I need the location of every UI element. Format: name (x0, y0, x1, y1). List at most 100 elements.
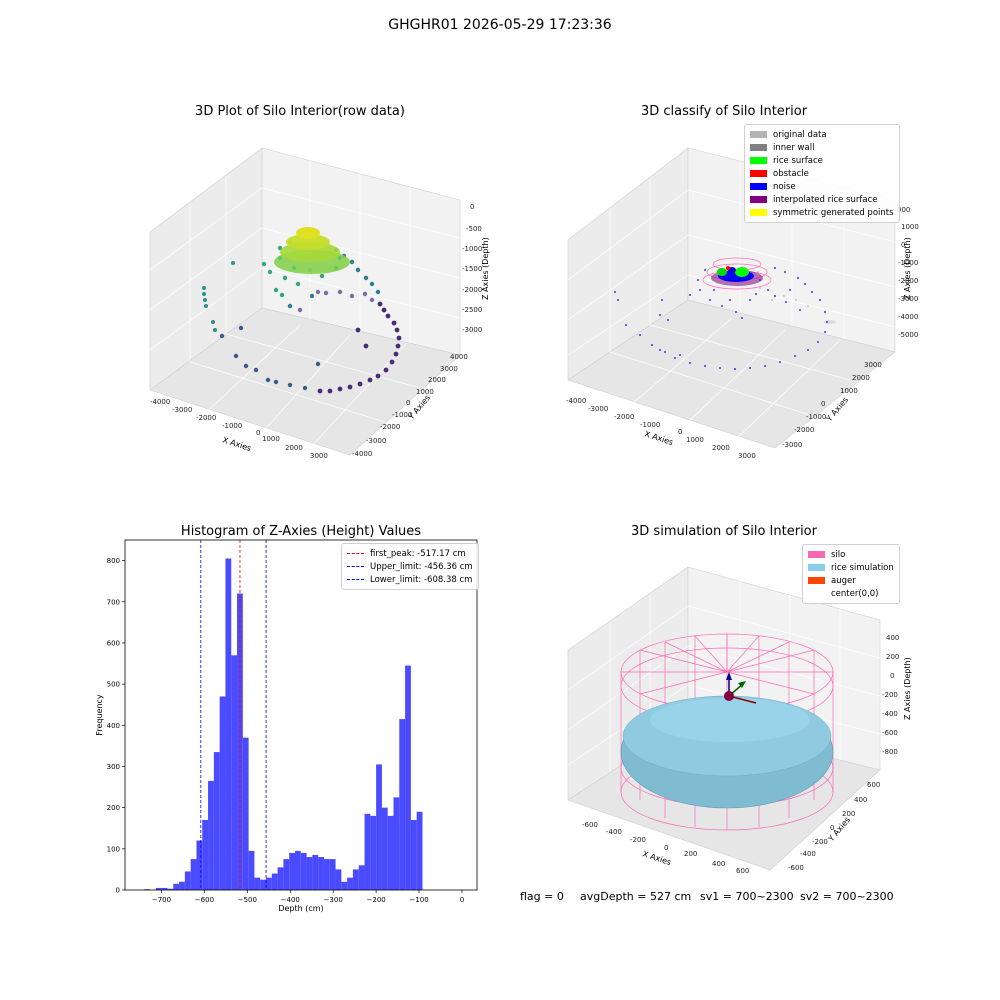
classify-legend: original data inner wall rice surface ob… (744, 124, 900, 223)
histogram-bar (410, 820, 417, 890)
x-tick: -400 (606, 828, 622, 836)
footer-avg-depth: avgDepth = 527 cm (580, 890, 692, 903)
z-tick: -500 (466, 225, 482, 233)
raw-3d-plot: 0 -500 -1000 -1500 -2000 -2500 -3000 Z A… (149, 147, 490, 460)
x-tick: 2000 (285, 444, 303, 452)
histogram-x-label: Depth (cm) (278, 904, 323, 913)
z-tick: 000 (897, 206, 910, 214)
legend-swatch (750, 131, 767, 138)
z-tick: -600 (882, 729, 898, 737)
legend-label: rice surface (773, 155, 823, 166)
x-tick-label: −600 (195, 896, 214, 904)
classify-3d-plot: 000 1000 0 -1000 -2000 -3000 -4000 -5000… (566, 147, 919, 460)
histogram-bar (335, 869, 342, 890)
legend-item: interpolated rice surface (750, 193, 894, 206)
histogram-bar (190, 859, 197, 890)
histogram-bar (254, 877, 261, 890)
legend-swatch (808, 577, 825, 584)
classify-x-label: X Axies (643, 429, 674, 447)
histogram-y-label: Frequency (95, 694, 104, 736)
y-tick-label: 0 (116, 887, 120, 895)
legend-line (347, 566, 364, 567)
legend-item: rice surface (750, 154, 894, 167)
legend-item: center(0,0) (808, 587, 894, 600)
raw-x-ticks: -4000 -3000 -2000 -1000 0 1000 2000 3000 (150, 398, 328, 460)
histogram-bar (329, 859, 336, 890)
raw-z-label: Z Axies (Depth) (481, 237, 490, 300)
x-tick: -1000 (640, 421, 660, 429)
histogram-bars (144, 558, 423, 890)
y-tick-label: 400 (107, 722, 120, 730)
x-tick: -3000 (588, 405, 608, 413)
histogram-bar (381, 807, 388, 890)
y-tick: 2000 (428, 376, 446, 384)
classify-x-ticks: -4000 -3000 -2000 -1000 0 1000 2000 3000 (566, 397, 756, 460)
simulation-x-ticks: -600 -400 -200 0 200 400 600 (582, 821, 749, 875)
histogram-bar (358, 865, 365, 890)
legend-item: rice simulation (808, 561, 894, 574)
z-tick: -3000 (462, 326, 482, 334)
legend-label: original data (773, 129, 827, 140)
y-tick: -200 (812, 838, 828, 846)
histogram-bar (260, 879, 267, 890)
x-tick: 1000 (262, 435, 280, 443)
classify-z-ticks: 000 1000 0 -1000 -2000 -3000 -4000 -5000 (897, 206, 919, 339)
histogram-bar (271, 873, 278, 890)
legend-label: noise (773, 181, 796, 192)
x-tick-label: 0 (460, 896, 464, 904)
raw-floor-pane (149, 307, 461, 456)
histogram-bar (248, 850, 255, 890)
x-tick: 400 (712, 860, 725, 868)
y-tick-label: 800 (107, 557, 120, 565)
x-tick: -3000 (172, 406, 192, 414)
x-tick-label: −500 (238, 896, 257, 904)
z-tick: 200 (886, 653, 899, 661)
histogram-bar (266, 877, 272, 890)
x-tick: -200 (630, 836, 646, 844)
y-tick-label: 700 (107, 598, 120, 606)
histogram-bar (167, 888, 174, 890)
z-tick: -5000 (898, 331, 918, 339)
legend-item: Upper_limit: -456.36 cm (347, 560, 473, 573)
histogram-bar (208, 780, 214, 890)
x-tick: 1000 (686, 436, 704, 444)
x-tick: 200 (684, 850, 697, 858)
legend-label: silo (831, 549, 846, 560)
histogram-bar (416, 811, 423, 890)
legend-item: Lower_limit: -608.38 cm (347, 573, 473, 586)
x-tick-label: −400 (281, 896, 300, 904)
z-tick: 0 (890, 672, 894, 680)
legend-swatch (750, 209, 767, 216)
histogram-bar (294, 850, 301, 890)
simulation-y-ticks: 600 400 200 0 -200 -400 -600 (788, 781, 880, 872)
simulation-legend: silo rice simulation auger center(0,0) (802, 544, 900, 604)
classify-point-cloud (614, 257, 836, 370)
x-tick: -2000 (614, 413, 634, 421)
z-tick: -1000 (898, 259, 918, 267)
classify-floor-pane (567, 299, 896, 449)
x-tick: -4000 (566, 397, 586, 405)
histogram-bar (184, 871, 191, 890)
x-tick: 0 (256, 429, 260, 437)
x-tick: 3000 (738, 452, 756, 460)
legend-swatch (808, 551, 825, 558)
legend-label: inner wall (773, 142, 815, 153)
histogram-bar (352, 869, 359, 890)
z-tick: 400 (886, 634, 899, 642)
legend-swatch (808, 564, 825, 571)
legend-swatch (750, 144, 767, 151)
legend-label: symmetric generated points (773, 207, 894, 218)
histogram-bar (144, 889, 151, 890)
legend-label: Upper_limit: -456.36 cm (370, 561, 473, 572)
classify-grid (567, 161, 896, 441)
y-tick: -3000 (782, 441, 802, 449)
simulation-z-label: Z Axies (Depth) (903, 657, 912, 720)
z-tick: -400 (882, 710, 898, 718)
z-tick: -2500 (462, 306, 482, 314)
z-tick: 0 (901, 241, 905, 249)
legend-line (347, 579, 364, 580)
legend-swatch (750, 170, 767, 177)
classify-y-ticks: 3000 2000 1000 0 -1000 -2000 -3000 (782, 361, 882, 449)
z-tick: 1000 (901, 223, 919, 231)
legend-label: center(0,0) (831, 588, 879, 599)
